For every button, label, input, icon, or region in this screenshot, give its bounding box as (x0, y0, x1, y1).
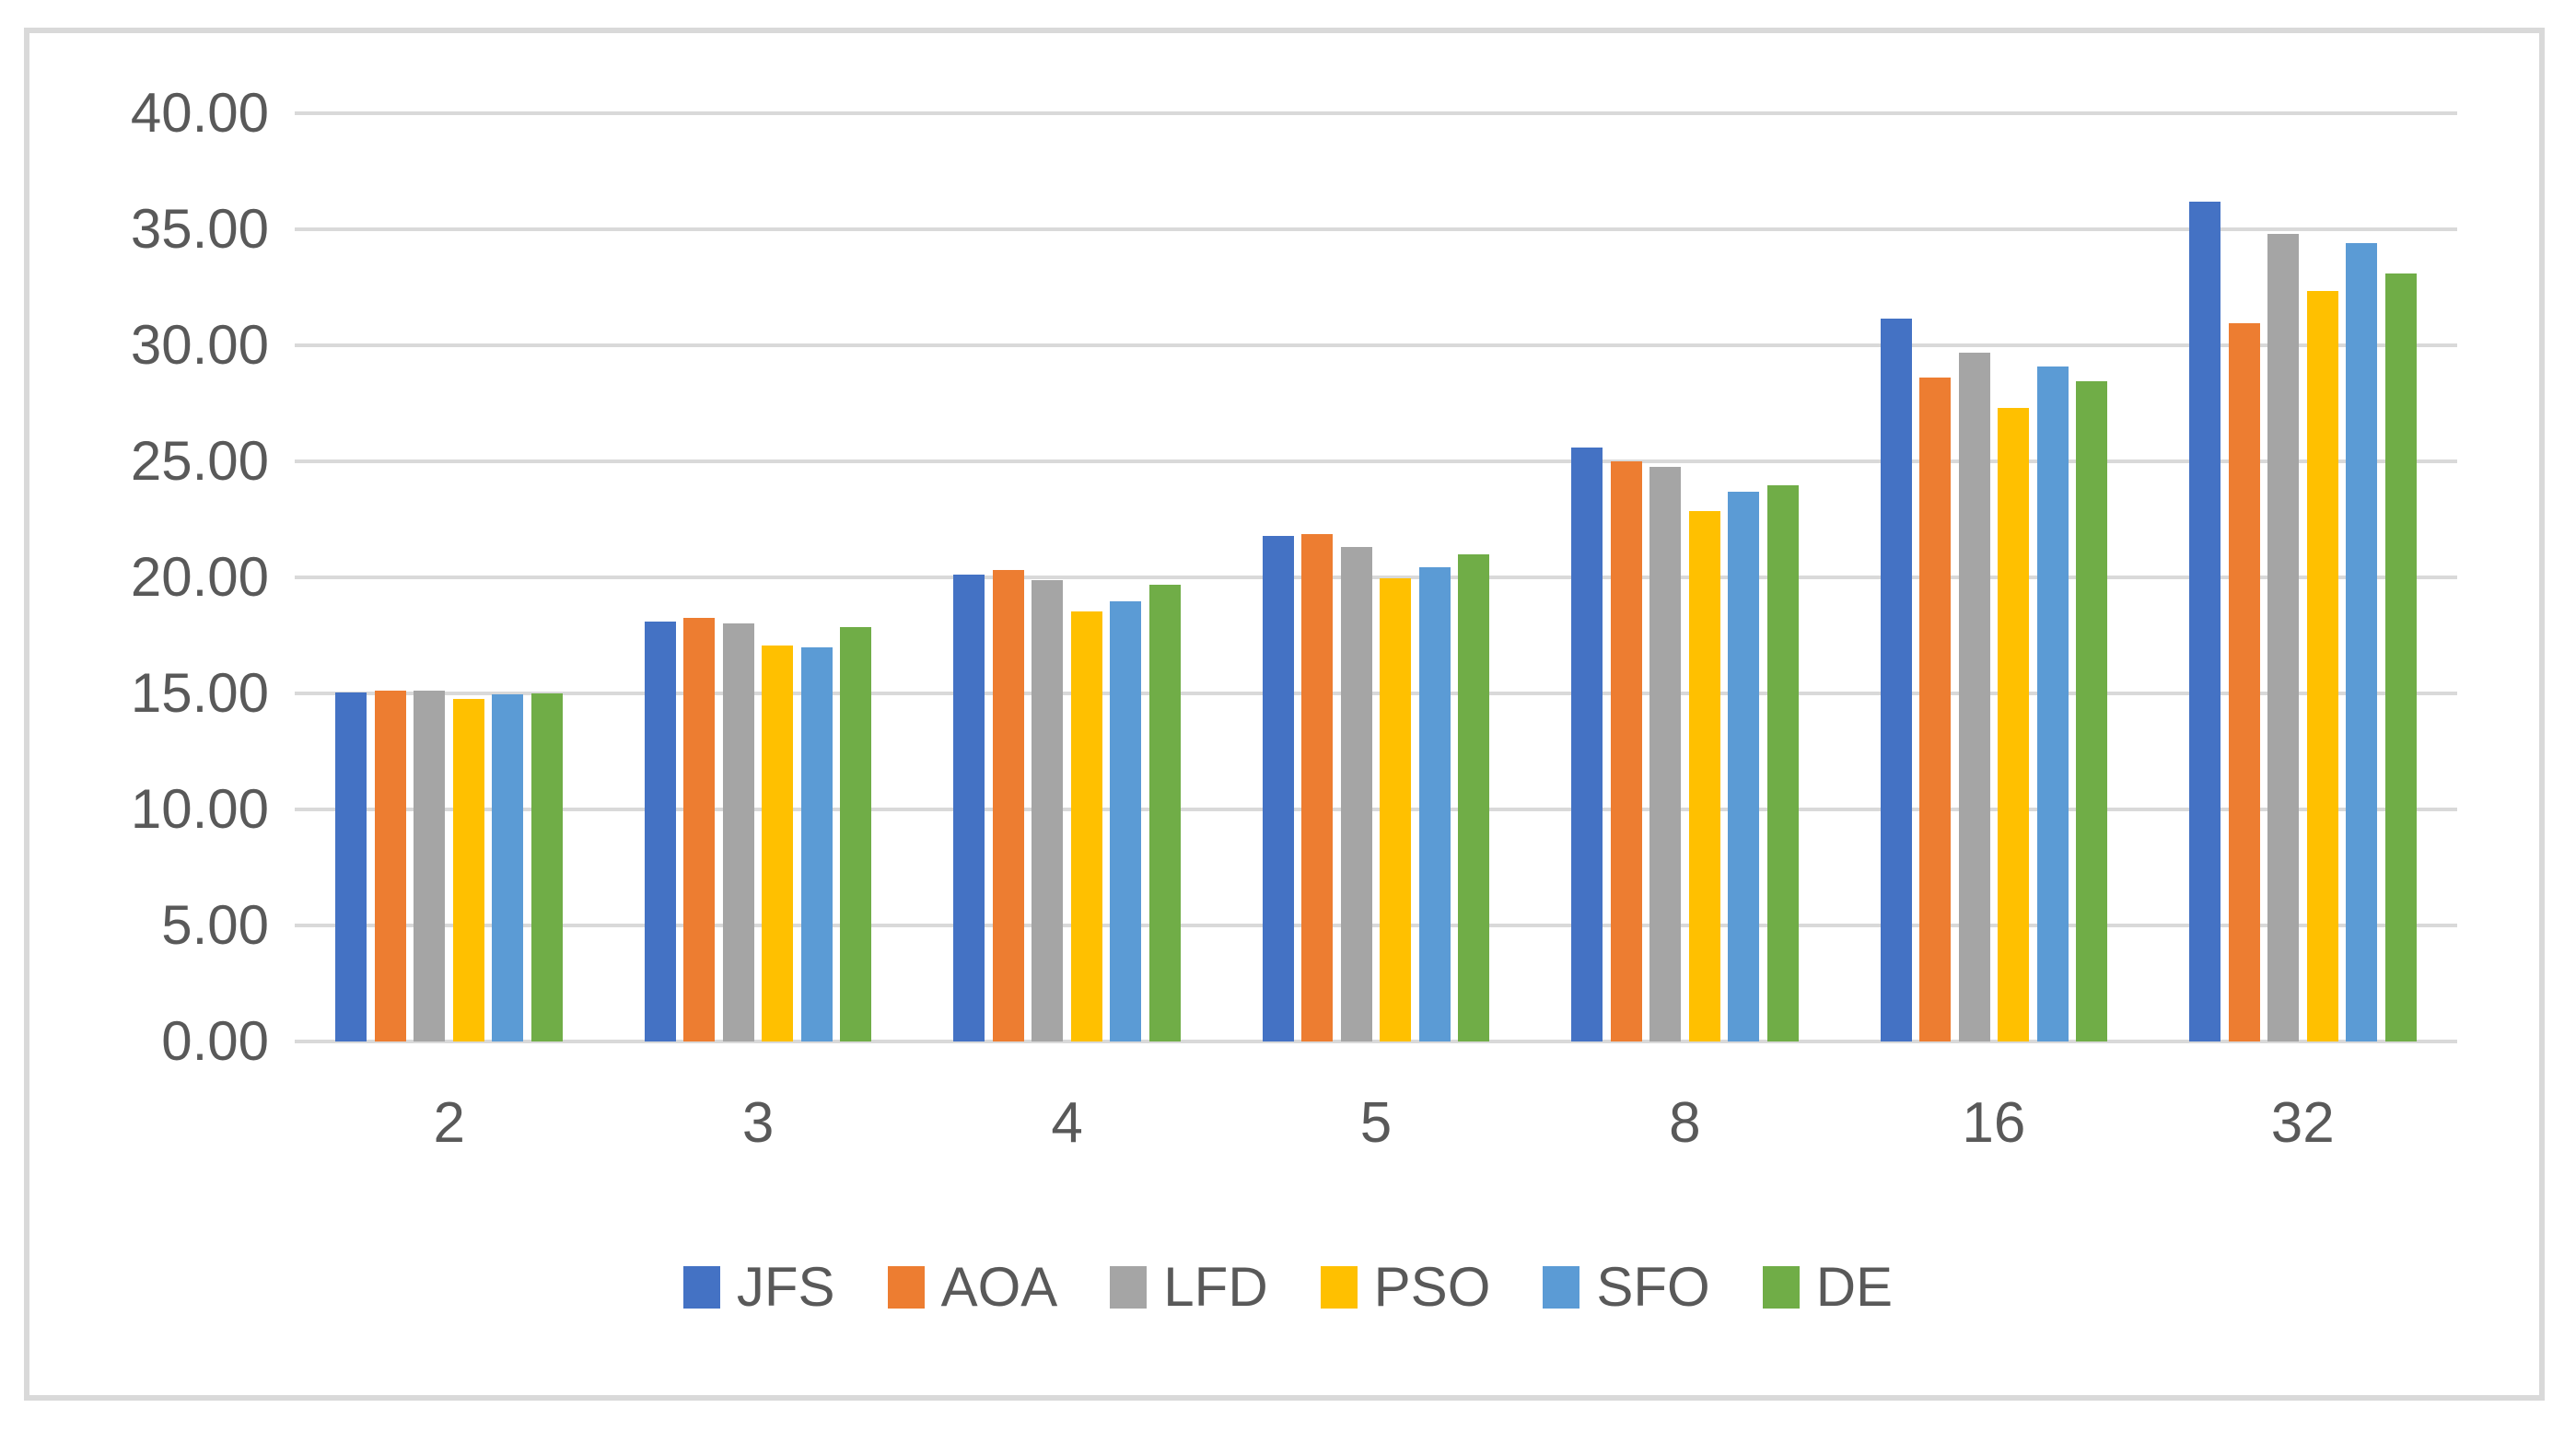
bar-DE-2 (530, 693, 563, 1041)
legend-item-SFO: SFO (1543, 1256, 1710, 1318)
gridline (295, 460, 2457, 463)
bar-DE-4 (1148, 584, 1181, 1041)
y-axis-tick-label: 40.00 (130, 82, 269, 144)
bar-AOA-16 (1919, 378, 1952, 1041)
gridline (295, 692, 2457, 695)
x-axis-tick-label: 5 (1359, 1091, 1393, 1155)
x-axis-tick-label: 16 (1962, 1091, 2026, 1155)
bar-LFD-5 (1340, 547, 1372, 1041)
bar-SFO-5 (1418, 566, 1451, 1041)
legend-swatch-DE (1762, 1266, 1800, 1309)
legend: JFS AOA LFD PSO SFO DE (0, 1260, 2576, 1315)
bar-PSO-5 (1380, 578, 1412, 1041)
legend-swatch-SFO (1543, 1266, 1580, 1309)
bar-PSO-16 (1998, 408, 2030, 1041)
legend-item-DE: DE (1762, 1256, 1894, 1318)
y-axis-tick-label: 10.00 (130, 778, 269, 840)
legend-label: DE (1815, 1256, 1894, 1318)
bar-AOA-8 (1610, 461, 1642, 1041)
bar-SFO-3 (800, 646, 833, 1041)
gridline (295, 576, 2457, 579)
legend-item-JFS: JFS (682, 1256, 835, 1318)
bar-LFD-16 (1958, 352, 1990, 1041)
bar-DE-32 (2384, 273, 2417, 1041)
y-axis-tick-label: 30.00 (130, 314, 269, 376)
gridline (295, 111, 2457, 115)
legend-swatch-PSO (1320, 1266, 1358, 1309)
legend-swatch-AOA (887, 1266, 925, 1309)
legend-label: PSO (1373, 1256, 1491, 1318)
bar-AOA-4 (992, 570, 1024, 1041)
bar-SFO-2 (492, 694, 524, 1041)
plot-area (295, 111, 2457, 1043)
x-axis-tick-label: 8 (1669, 1091, 1701, 1155)
x-axis-labels: 2 3 4 5 8 16 32 (295, 1091, 2457, 1165)
legend-label: LFD (1163, 1256, 1268, 1318)
legend-swatch-JFS (682, 1266, 720, 1309)
bar-LFD-32 (2267, 234, 2300, 1041)
y-axis-tick-label: 35.00 (130, 198, 269, 260)
legend-label: SFO (1596, 1256, 1710, 1318)
x-axis-tick-label: 32 (2270, 1091, 2335, 1155)
gridline (295, 343, 2457, 347)
legend-item-AOA: AOA (887, 1256, 1058, 1318)
bar-LFD-8 (1649, 467, 1682, 1041)
bar-PSO-3 (762, 646, 794, 1041)
bar-DE-8 (1766, 485, 1799, 1041)
bar-JFS-4 (953, 575, 985, 1041)
y-axis-tick-label: 25.00 (130, 430, 269, 492)
legend-swatch-LFD (1110, 1266, 1148, 1309)
bar-SFO-8 (1728, 491, 1760, 1041)
gridline (295, 227, 2457, 231)
bar-AOA-5 (1301, 534, 1334, 1041)
bar-JFS-8 (1571, 447, 1603, 1041)
x-axis-tick-label: 2 (433, 1091, 465, 1155)
bar-JFS-3 (644, 621, 676, 1041)
bar-SFO-32 (2346, 243, 2378, 1041)
legend-item-PSO: PSO (1320, 1256, 1491, 1318)
gridline (295, 1040, 2457, 1043)
gridline (295, 808, 2457, 811)
bar-JFS-5 (1262, 535, 1294, 1041)
legend-label: AOA (940, 1256, 1058, 1318)
bar-PSO-8 (1688, 511, 1720, 1041)
y-axis-tick-label: 5.00 (161, 894, 269, 956)
y-axis-tick-label: 15.00 (130, 662, 269, 724)
bar-PSO-2 (452, 699, 484, 1041)
y-axis-tick-label: 20.00 (130, 546, 269, 608)
bar-LFD-3 (722, 623, 754, 1041)
chart-border (24, 28, 2545, 1401)
bar-JFS-2 (335, 692, 367, 1041)
y-axis-labels: 0.00 5.00 10.00 15.00 20.00 25.00 30.00 35.00 40… (74, 86, 269, 1069)
bar-SFO-16 (2036, 366, 2069, 1041)
legend-item-LFD: LFD (1110, 1256, 1268, 1318)
bar-AOA-32 (2228, 323, 2260, 1041)
bar-JFS-32 (2189, 201, 2221, 1041)
x-axis-tick-label: 4 (1051, 1091, 1083, 1155)
bar-PSO-32 (2306, 290, 2338, 1041)
y-axis-tick-label: 0.00 (161, 1010, 269, 1072)
bar-JFS-16 (1880, 319, 1912, 1041)
bar-DE-16 (2076, 381, 2108, 1041)
bar-DE-3 (840, 627, 872, 1041)
bar-SFO-4 (1110, 601, 1142, 1041)
bar-LFD-2 (414, 691, 446, 1041)
x-axis-tick-label: 3 (741, 1091, 775, 1155)
bar-AOA-2 (374, 691, 406, 1041)
legend-label: JFS (736, 1256, 835, 1318)
bar-LFD-4 (1032, 579, 1064, 1041)
gridline (295, 924, 2457, 927)
bar-AOA-3 (683, 618, 716, 1041)
bar-PSO-4 (1070, 611, 1102, 1041)
bar-DE-5 (1458, 553, 1490, 1041)
